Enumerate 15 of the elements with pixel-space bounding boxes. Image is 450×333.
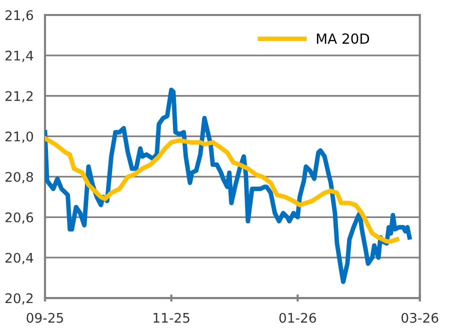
y-tick-label: 21,2 [5,91,33,102]
y-tick-label: 20,4 [5,252,34,264]
y-tick-label: 21,4 [5,50,34,62]
y-tick-label: 20,6 [5,212,34,224]
line-series [45,136,400,244]
line-series [45,88,412,284]
y-tick-label: 21,0 [5,132,34,143]
y-tick-label: 20,2 [5,293,33,305]
x-tick-label: 11-25 [154,312,190,323]
y-tick-label: 21,6 [5,10,34,22]
x-tick-label: 09-25 [26,312,64,323]
y-tick-label: 20,8 [5,172,33,184]
legend-label: MA 20D [316,33,370,44]
x-tick-label: 01-26 [279,312,316,323]
x-tick-label: 03-26 [402,312,438,323]
